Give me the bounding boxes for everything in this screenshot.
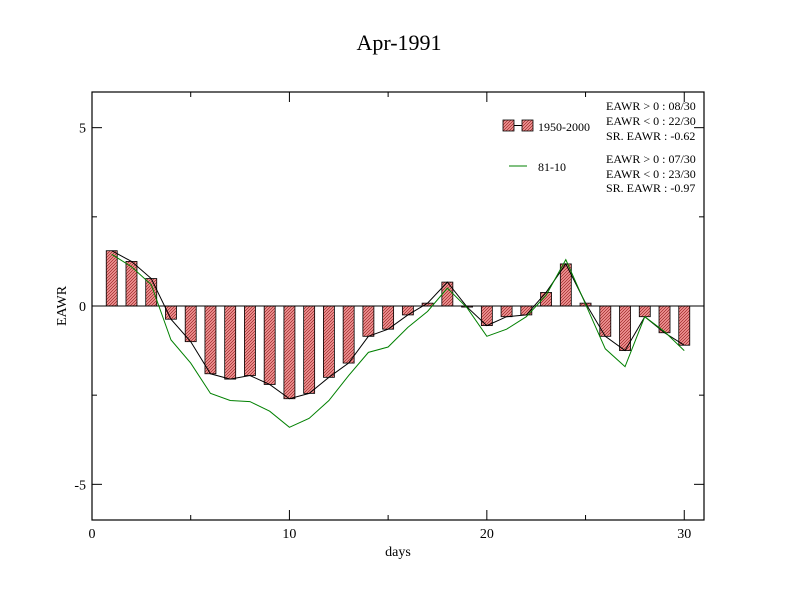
x-axis-label: days [385, 545, 411, 560]
legend-stat-pos-81-10: EAWR > 0 : 07/30 [606, 152, 696, 166]
bar-day-12 [322, 305, 335, 378]
bar-day-2 [125, 261, 138, 307]
bar-day-15 [382, 305, 395, 330]
bar-day-11 [303, 305, 316, 394]
bar-day-26 [599, 305, 612, 337]
legend-swatch-left [502, 119, 515, 132]
x-tick-label-20: 20 [480, 527, 494, 542]
y-axis-label: EAWR [55, 285, 70, 326]
y-tick-label-5: 5 [79, 122, 86, 137]
lines-layer [111, 250, 685, 428]
x-tick-label-10: 10 [282, 527, 296, 542]
legend-entry-81-10: 81-10 EAWR > 0 : 07/30 EAWR < 0 : 23/30 … [509, 152, 696, 195]
bar-day-4 [165, 305, 177, 320]
bar-day-7 [224, 305, 237, 380]
legend-stat-sr-1950-2000: SR. EAWR : -0.62 [606, 129, 695, 143]
series-line-1950-2000 [111, 250, 685, 400]
bar-day-9 [263, 305, 276, 385]
legend-label-81-10: 81-10 [538, 160, 566, 174]
x-tick-label-30: 30 [677, 527, 691, 542]
legend-entry-1950-2000: 1950-2000 EAWR > 0 : 08/30 EAWR < 0 : 22… [502, 99, 696, 143]
y-tick-label-0: 0 [79, 300, 86, 315]
bar-day-5 [184, 305, 197, 343]
x-tick-label-0: 0 [89, 527, 96, 542]
bar-day-10 [283, 305, 296, 400]
bar-day-28 [638, 305, 651, 318]
legend-stat-sr-81-10: SR. EAWR : -0.97 [606, 181, 695, 195]
bar-day-21 [500, 305, 513, 318]
y-tick-label--5: -5 [74, 478, 86, 493]
legend-stat-neg-81-10: EAWR < 0 : 23/30 [606, 167, 696, 181]
bar-day-3 [145, 278, 158, 307]
bars-layer [105, 250, 691, 400]
bar-day-13 [342, 305, 355, 364]
axes-layer: 0 10 20 30 5 0 -5 [74, 92, 704, 542]
bar-day-30 [678, 305, 691, 346]
chart-title: Apr-1991 [356, 30, 441, 55]
bar-day-1 [105, 250, 118, 307]
legend-swatch-right [521, 119, 534, 132]
legend: 1950-2000 EAWR > 0 : 08/30 EAWR < 0 : 22… [502, 99, 696, 195]
legend-stat-neg-1950-2000: EAWR < 0 : 22/30 [606, 114, 696, 128]
legend-stat-pos-1950-2000: EAWR > 0 : 08/30 [606, 99, 696, 113]
series-line-81-10 [111, 253, 685, 428]
bar-day-8 [244, 305, 256, 376]
bar-day-16 [401, 305, 414, 316]
bar-day-14 [362, 305, 375, 337]
legend-label-1950-2000: 1950-2000 [538, 120, 590, 134]
bar-day-6 [204, 305, 217, 375]
